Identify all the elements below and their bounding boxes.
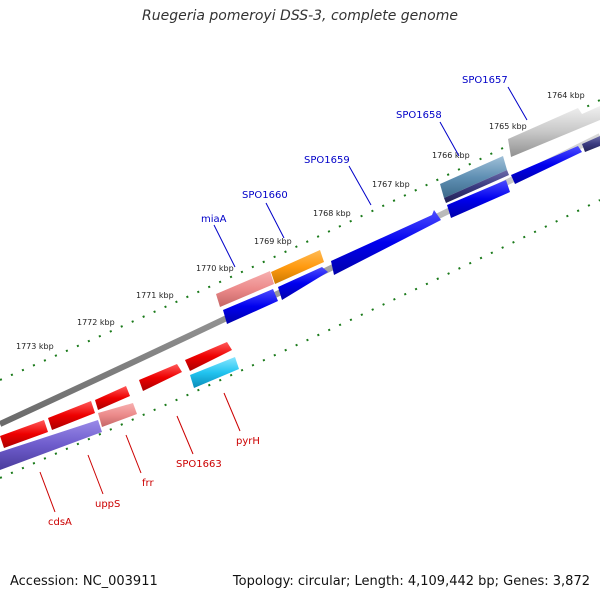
tick-label: 1764 kbp [547, 91, 585, 100]
gene-miaa [216, 271, 274, 307]
gene-red-1 [185, 342, 232, 371]
accession-label: Accession: NC_003911 [10, 574, 158, 589]
lower-genes [0, 342, 239, 470]
tick-label: 1773 kbp [16, 342, 54, 351]
tick-label: 1766 kbp [432, 151, 470, 160]
connector-spo1657 [507, 86, 528, 121]
gene-label-upps: uppS [95, 499, 120, 510]
gene-navy-edge [582, 136, 600, 152]
map-title: Ruegeria pomeroyi DSS-3, complete genome [142, 8, 458, 24]
tick-label: 1772 kbp [77, 318, 115, 327]
reverse-strand-genes [223, 136, 600, 324]
gene-label-frr: frr [142, 478, 154, 489]
gene-label-pyrh: pyrH [236, 436, 260, 447]
connector-upps [87, 454, 104, 495]
gene-red-3 [95, 386, 130, 410]
gene-spo1658-b [444, 170, 509, 203]
gene-cyan-pyrh [190, 357, 239, 388]
gene-blue-c4 [223, 289, 278, 324]
tick-label: 1770 kbp [196, 264, 234, 273]
tick-labels: 1764 kbp 1765 kbp 1766 kbp 1767 kbp 1768 kbp… [16, 91, 585, 351]
gene-purple-cdsa [0, 420, 102, 470]
connector-frr [125, 434, 142, 474]
gene-spo1657 [508, 106, 600, 157]
gene-blue-c2 [447, 180, 510, 218]
gene-label-spo1663: SPO1663 [176, 459, 222, 470]
connector-spo1663 [176, 415, 194, 455]
label-connectors [39, 86, 528, 513]
connector-spo1660 [265, 202, 285, 239]
gene-spo1658 [440, 156, 507, 198]
gene-label-cdsa: cdsA [48, 517, 72, 528]
connector-pyrh [223, 392, 241, 432]
forward-strand-genes [216, 106, 600, 307]
gene-labels: SPO1657 SPO1658 SPO1659 SPO1660 miaA cdsA uppS… [48, 75, 508, 528]
tick-label: 1768 kbp [313, 209, 351, 218]
gene-label-spo1660: SPO1660 [242, 190, 288, 201]
connector-miaa [213, 224, 236, 268]
gene-label-miaa: miaA [201, 214, 227, 225]
gene-blue-c1 [511, 146, 582, 184]
gene-label-spo1658: SPO1658 [396, 110, 442, 121]
gene-spo1659 [331, 210, 441, 275]
connector-spo1659 [348, 165, 372, 206]
gene-label-spo1659: SPO1659 [304, 155, 350, 166]
gene-pink-frr [98, 403, 137, 427]
gene-spo1660 [271, 250, 324, 284]
tick-label: 1765 kbp [489, 122, 527, 131]
tick-label: 1771 kbp [136, 291, 174, 300]
tick-label: 1769 kbp [254, 237, 292, 246]
gene-red-2 [139, 364, 182, 391]
connector-cdsa [39, 471, 56, 513]
gene-label-spo1657: SPO1657 [462, 75, 508, 86]
gene-red-5 [0, 420, 48, 448]
gene-red-4 [48, 401, 95, 430]
genome-summary: Topology: circular; Length: 4,109,442 bp… [232, 574, 590, 589]
tick-label: 1767 kbp [372, 180, 410, 189]
connector-spo1658 [439, 121, 460, 157]
gene-blue-c3 [278, 267, 328, 300]
